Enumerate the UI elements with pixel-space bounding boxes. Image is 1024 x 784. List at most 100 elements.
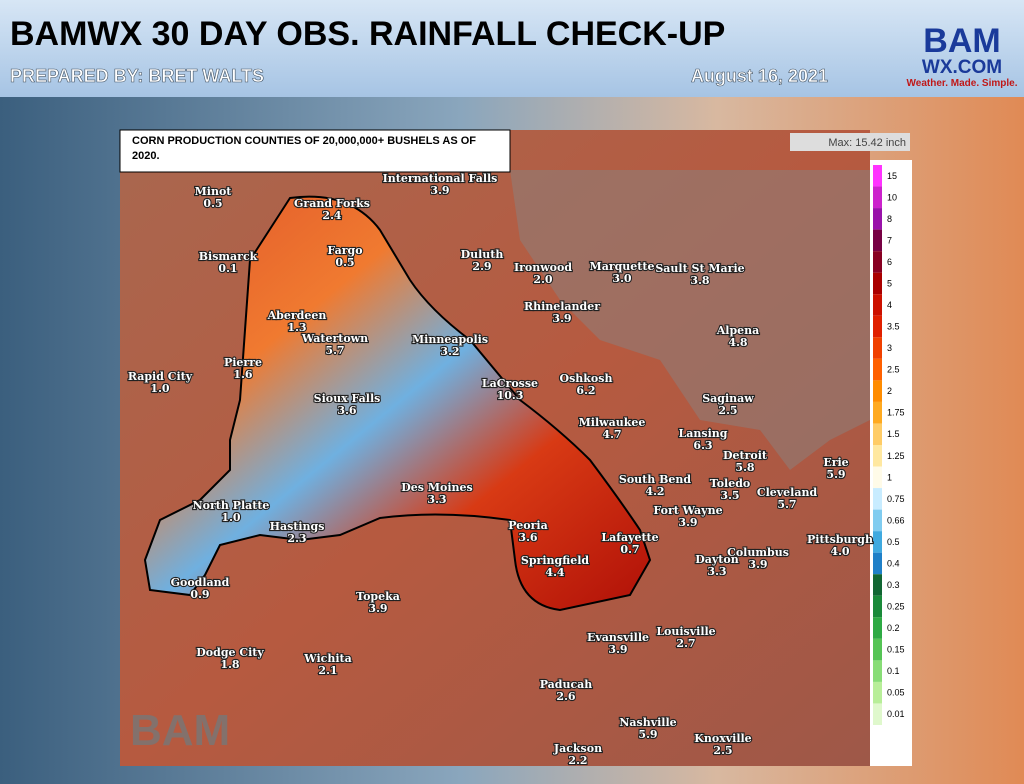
city-name: Bismarck bbox=[199, 250, 258, 263]
legend-swatch bbox=[873, 186, 882, 209]
legend-label: 1.5 bbox=[887, 429, 900, 439]
city-name: Saginaw bbox=[702, 392, 754, 405]
logo-watermark: BAM bbox=[130, 706, 230, 755]
legend-label: 0.25 bbox=[887, 602, 905, 612]
city-value: 4.2 bbox=[645, 485, 664, 498]
city-name: North Platte bbox=[193, 499, 270, 512]
legend-label: 0.2 bbox=[887, 623, 900, 633]
great-lakes bbox=[510, 170, 870, 470]
city-value: 3.8 bbox=[690, 274, 709, 287]
city-name: Sault St Marie bbox=[655, 262, 744, 275]
city-name: Pittsburgh bbox=[807, 533, 873, 546]
legend-swatch bbox=[873, 574, 882, 596]
logo-wx: WX.COM bbox=[922, 57, 1002, 78]
legend-swatch bbox=[873, 165, 882, 187]
city-name: Fort Wayne bbox=[653, 504, 722, 517]
city-name: Dayton bbox=[695, 553, 738, 566]
city-name: Detroit bbox=[723, 449, 768, 462]
city-value: 3.9 bbox=[430, 184, 449, 197]
prepared-by: PREPARED BY: BRET WALTS bbox=[10, 66, 264, 86]
city-value: 3.9 bbox=[678, 516, 697, 529]
legend-label: 0.01 bbox=[887, 709, 905, 719]
legend-label: 0.75 bbox=[887, 494, 905, 504]
city-name: Cleveland bbox=[757, 486, 818, 499]
city-value: 1.0 bbox=[221, 511, 240, 524]
city-name: South Bend bbox=[619, 473, 691, 486]
city-name: Topeka bbox=[356, 590, 400, 603]
city-value: 0.9 bbox=[190, 588, 209, 601]
city-value: 2.6 bbox=[556, 690, 575, 703]
city-name: Toledo bbox=[710, 477, 750, 490]
city-name: Watertown bbox=[301, 332, 368, 345]
city-value: 10.3 bbox=[497, 389, 524, 402]
max-box bbox=[790, 133, 910, 151]
legend-label: 0.1 bbox=[887, 666, 900, 676]
city-value: 4.7 bbox=[602, 428, 621, 441]
city-name: Duluth bbox=[461, 248, 504, 261]
city-value: 1.8 bbox=[220, 658, 239, 671]
city-name: Louisville bbox=[656, 625, 715, 638]
legend-swatch bbox=[873, 358, 882, 381]
legend-swatch bbox=[873, 401, 882, 424]
city-value: 3.9 bbox=[552, 312, 571, 325]
city-value: 3.2 bbox=[440, 345, 459, 358]
legend-label: 0.15 bbox=[887, 645, 905, 655]
max-label: Max: 15.42 inch bbox=[828, 137, 906, 149]
city-value: 2.1 bbox=[318, 664, 337, 677]
city-name: International Falls bbox=[383, 172, 498, 185]
legend-swatch bbox=[873, 251, 882, 273]
city-value: 6.3 bbox=[693, 439, 712, 452]
legend-label: 7 bbox=[887, 235, 892, 245]
legend-label: 0.05 bbox=[887, 688, 905, 698]
city-name: Lansing bbox=[679, 427, 728, 440]
city-name: Sioux Falls bbox=[314, 392, 381, 405]
legend-swatch bbox=[873, 660, 882, 682]
legend-swatch bbox=[873, 208, 882, 230]
city-name: Springfield bbox=[521, 554, 589, 567]
legend-swatch bbox=[873, 445, 882, 467]
city-name: Ironwood bbox=[514, 261, 572, 274]
city-value: 5.7 bbox=[777, 498, 796, 511]
legend-label: 3.5 bbox=[887, 322, 900, 332]
legend-label: 0.4 bbox=[887, 558, 900, 568]
legend-label: 6 bbox=[887, 257, 892, 267]
city-name: LaCrosse bbox=[482, 377, 538, 390]
legend-label: 1 bbox=[887, 472, 892, 482]
city-value: 3.9 bbox=[748, 558, 767, 571]
legend-swatch bbox=[873, 681, 882, 704]
city-value: 3.9 bbox=[368, 602, 387, 615]
city-value: 2.5 bbox=[718, 404, 737, 417]
legend-label: 10 bbox=[887, 192, 897, 202]
legend-label: 0.5 bbox=[887, 537, 900, 547]
city-name: Paducah bbox=[540, 678, 593, 691]
city-value: 3.6 bbox=[337, 404, 356, 417]
note-wrap: CORN PRODUCTION COUNTIES OF 20,000,000+ … bbox=[132, 135, 476, 162]
legend-swatch bbox=[873, 272, 882, 295]
legend-swatch bbox=[873, 552, 882, 575]
legend-label: 1.25 bbox=[887, 451, 905, 461]
legend-label: 0.66 bbox=[887, 515, 905, 525]
legend-swatch bbox=[873, 703, 882, 725]
city-name: Knoxville bbox=[694, 732, 751, 745]
city-value: 1.6 bbox=[233, 368, 252, 381]
city-name: Marquette bbox=[590, 260, 655, 273]
city-name: Evansville bbox=[587, 631, 649, 644]
city-name: Des Moines bbox=[401, 481, 472, 494]
city-name: Fargo bbox=[327, 244, 362, 257]
city-name: Columbus bbox=[727, 546, 789, 559]
city-name: Lafayette bbox=[601, 531, 658, 544]
legend-swatch bbox=[873, 423, 882, 445]
city-value: 3.6 bbox=[518, 531, 537, 544]
city-name: Hastings bbox=[270, 520, 325, 533]
city-name: Alpena bbox=[716, 324, 760, 337]
city-value: 0.1 bbox=[218, 262, 237, 275]
city-value: 2.7 bbox=[676, 637, 695, 650]
city-value: 3.3 bbox=[427, 493, 446, 506]
city-name: Jackson bbox=[553, 742, 602, 755]
city-name: Rapid City bbox=[128, 370, 193, 383]
city-value: 6.2 bbox=[576, 384, 595, 397]
city-name: Rhinelander bbox=[524, 300, 600, 313]
city-value: 1.0 bbox=[150, 382, 169, 395]
legend-swatch bbox=[873, 509, 882, 532]
